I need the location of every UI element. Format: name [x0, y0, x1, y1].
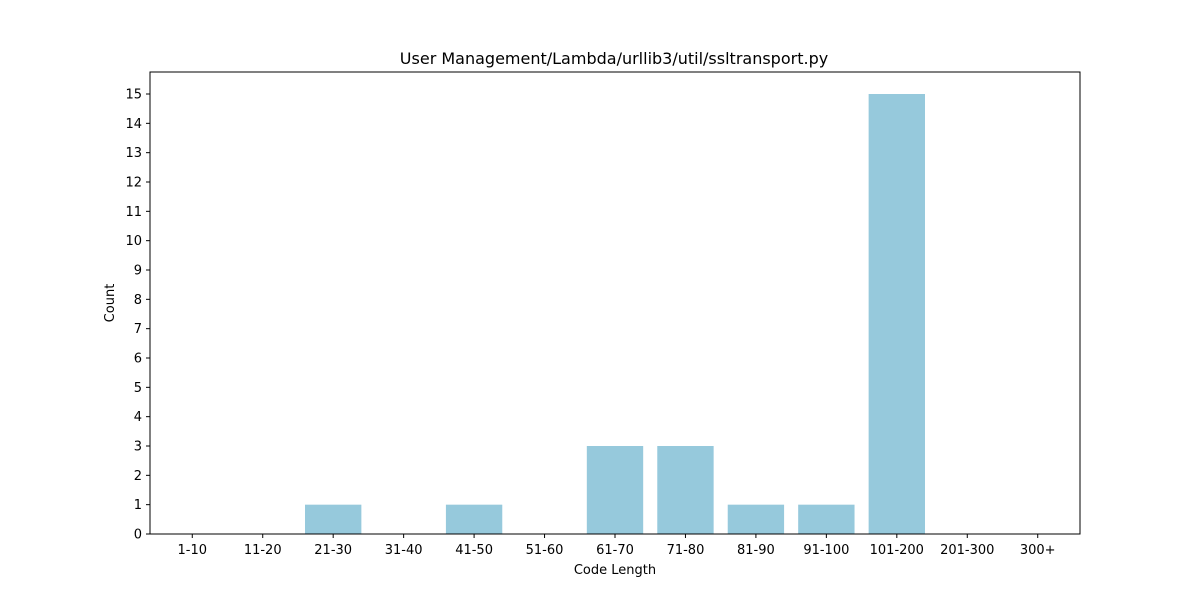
- y-tick-label: 2: [134, 469, 142, 484]
- x-tick-label: 21-30: [314, 543, 352, 558]
- y-tick-label: 14: [125, 117, 142, 132]
- x-axis-label: Code Length: [574, 563, 656, 578]
- x-tick-label: 41-50: [455, 543, 493, 558]
- bars-layer: [305, 94, 925, 534]
- y-tick-label: 7: [134, 322, 142, 337]
- x-tick-label: 61-70: [596, 543, 634, 558]
- x-tick-label: 81-90: [737, 543, 775, 558]
- y-tick-label: 13: [125, 146, 142, 161]
- y-tick-label: 9: [134, 264, 142, 279]
- bar-101-200: [868, 94, 925, 534]
- y-tick-label: 0: [134, 528, 142, 543]
- x-tick-label: 51-60: [526, 543, 564, 558]
- bar-41-50: [445, 504, 503, 534]
- y-tick-label: 8: [134, 293, 142, 308]
- y-tick-label: 12: [125, 176, 142, 191]
- x-axis-ticks: 1-10 11-20 21-30 31-40 41-50 51-60 61-70 71-80 8…: [178, 534, 1056, 558]
- x-tick-label: 91-100: [803, 543, 849, 558]
- y-tick-label: 11: [125, 205, 142, 220]
- x-tick-label: 11-20: [244, 543, 282, 558]
- bar-81-90: [727, 504, 785, 534]
- plot-frame: [149, 71, 1081, 535]
- y-tick-label: 6: [134, 352, 142, 367]
- y-tick-label: 5: [134, 381, 142, 396]
- y-tick-label: 3: [134, 440, 142, 455]
- x-tick-label: 31-40: [385, 543, 423, 558]
- bar-71-80: [657, 446, 714, 534]
- y-tick-label: 15: [125, 88, 142, 103]
- bar-21-30: [305, 504, 362, 534]
- x-tick-label: 300+: [1020, 543, 1056, 558]
- bar-91-100: [798, 504, 855, 534]
- y-tick-label: 10: [125, 234, 142, 249]
- x-tick-label: 101-200: [870, 543, 924, 558]
- bar-61-70: [586, 446, 644, 534]
- y-tick-label: 4: [134, 410, 142, 425]
- x-tick-label: 201-300: [940, 543, 994, 558]
- x-tick-label: 71-80: [667, 543, 705, 558]
- y-tick-label: 1: [134, 498, 142, 513]
- x-tick-label: 1-10: [178, 543, 208, 558]
- chart-title: User Management/Lambda/urllib3/util/sslt…: [400, 49, 828, 68]
- y-axis-label: Count: [103, 284, 118, 323]
